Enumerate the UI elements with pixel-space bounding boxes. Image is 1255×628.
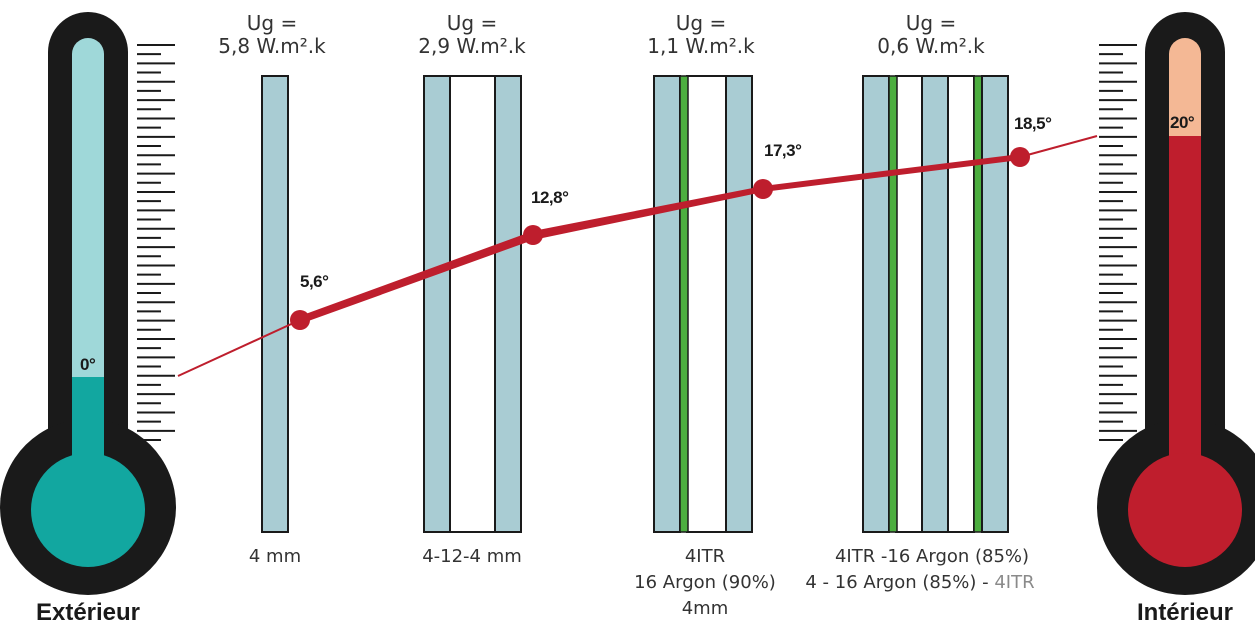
thermometer-interior: 20° bbox=[1097, 12, 1255, 595]
thermometer-exterior-scale bbox=[137, 44, 175, 441]
exterior-label: Extérieur bbox=[36, 599, 140, 626]
air-gap bbox=[448, 75, 496, 533]
low-e-coating bbox=[888, 75, 898, 533]
thermometer-exterior-bulb bbox=[31, 453, 145, 567]
temp-label-4: 18,5° bbox=[1014, 114, 1052, 133]
glass-pane bbox=[653, 75, 681, 533]
glazing-desc-4-line2-suffix: 4ITR bbox=[994, 572, 1034, 593]
glazing-descriptions: 4 mm 4-12-4 mm 4ITR 16 Argon (90%) 4mm 4… bbox=[249, 546, 1035, 619]
glazing-desc-3-line1: 4ITR bbox=[685, 546, 725, 567]
temp-point-4 bbox=[1010, 147, 1030, 167]
curve-segment-interior bbox=[1019, 135, 1098, 158]
argon-gap bbox=[895, 75, 925, 533]
interior-temperature: 20° bbox=[1170, 113, 1195, 132]
glazing-desc-1: 4 mm bbox=[249, 546, 301, 567]
glazing-desc-2: 4-12-4 mm bbox=[422, 546, 522, 567]
thermometer-interior-scale bbox=[1099, 44, 1137, 441]
glazing-desc-3-line2: 16 Argon (90%) bbox=[634, 572, 776, 593]
low-e-coating bbox=[973, 75, 983, 533]
temperature-curve bbox=[177, 135, 1098, 377]
temp-label-1: 5,6° bbox=[300, 272, 329, 291]
temp-point-1 bbox=[290, 310, 310, 330]
argon-gap bbox=[686, 75, 728, 533]
temp-point-2 bbox=[523, 225, 543, 245]
glazing-double-low-e bbox=[653, 75, 753, 533]
ug-value-2: 2,9 W.m².k bbox=[418, 34, 526, 58]
glazing-desc-4-line1: 4ITR -16 Argon (85%) bbox=[835, 546, 1029, 567]
ug-value-3: 1,1 W.m².k bbox=[647, 34, 755, 58]
ug-values: Ug = 5,8 W.m².k Ug = 2,9 W.m².k Ug = 1,1… bbox=[218, 11, 985, 58]
glazing-double bbox=[423, 75, 522, 533]
glazing-desc-3-line3: 4mm bbox=[682, 598, 729, 619]
glazing-desc-4-line2-main: 4 - 16 Argon (85%) - bbox=[805, 572, 994, 593]
glass-pane bbox=[862, 75, 890, 533]
ug-value-1: 5,8 W.m².k bbox=[218, 34, 326, 58]
ug-value-4: 0,6 W.m².k bbox=[877, 34, 985, 58]
exterior-temperature: 0° bbox=[80, 355, 96, 374]
ug-label-4: Ug = bbox=[906, 11, 956, 35]
glass-pane bbox=[921, 75, 949, 533]
temp-label-2: 12,8° bbox=[531, 188, 569, 207]
glass-pane bbox=[494, 75, 522, 533]
glass-pane bbox=[423, 75, 451, 533]
ug-label-2: Ug = bbox=[447, 11, 497, 35]
glazing-desc-4-line2: 4 - 16 Argon (85%) - 4ITR bbox=[805, 572, 1034, 593]
temp-label-3: 17,3° bbox=[764, 141, 802, 160]
thermometer-exterior: 0° bbox=[0, 12, 176, 595]
curve-segment-exterior bbox=[177, 319, 301, 377]
temp-point-3 bbox=[753, 179, 773, 199]
ug-label-1: Ug = bbox=[247, 11, 297, 35]
glass-pane bbox=[981, 75, 1009, 533]
argon-gap bbox=[945, 75, 975, 533]
low-e-coating bbox=[679, 75, 689, 533]
glazing-triple-low-e bbox=[862, 75, 1009, 533]
ug-label-3: Ug = bbox=[676, 11, 726, 35]
glass-pane bbox=[725, 75, 753, 533]
interior-label: Intérieur bbox=[1137, 599, 1233, 626]
thermometer-interior-bulb bbox=[1128, 453, 1242, 567]
glazing-single bbox=[261, 75, 289, 533]
glass-pane bbox=[261, 75, 289, 533]
